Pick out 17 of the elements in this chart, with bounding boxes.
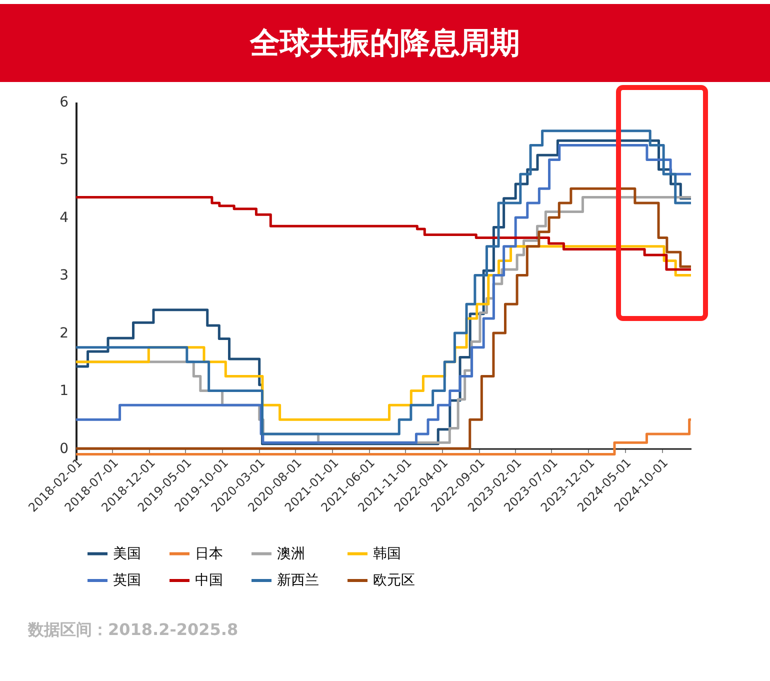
legend-label: 韩国 <box>373 546 401 562</box>
y-tick-label: 2 <box>60 325 68 342</box>
legend-label: 中国 <box>195 572 223 588</box>
legend-label: 澳洲 <box>277 546 305 562</box>
y-tick-label: 0 <box>60 440 68 457</box>
text: 数据区间：2018.2-2025.8 <box>28 619 240 641</box>
legend-label: 欧元区 <box>373 572 415 588</box>
y-tick-label: 1 <box>60 383 68 400</box>
y-tick-label: 3 <box>60 268 68 284</box>
y-tick-label: 6 <box>60 94 69 110</box>
legend-label: 美国 <box>113 546 141 562</box>
y-tick-label: 5 <box>60 152 68 168</box>
chart-title: 全球共振的降息周期 <box>0 4 770 82</box>
legend-label: 日本 <box>195 546 223 562</box>
legend-label: 新西兰 <box>277 572 319 588</box>
legend-label: 英国 <box>113 572 141 588</box>
y-tick-label: 4 <box>60 210 69 226</box>
